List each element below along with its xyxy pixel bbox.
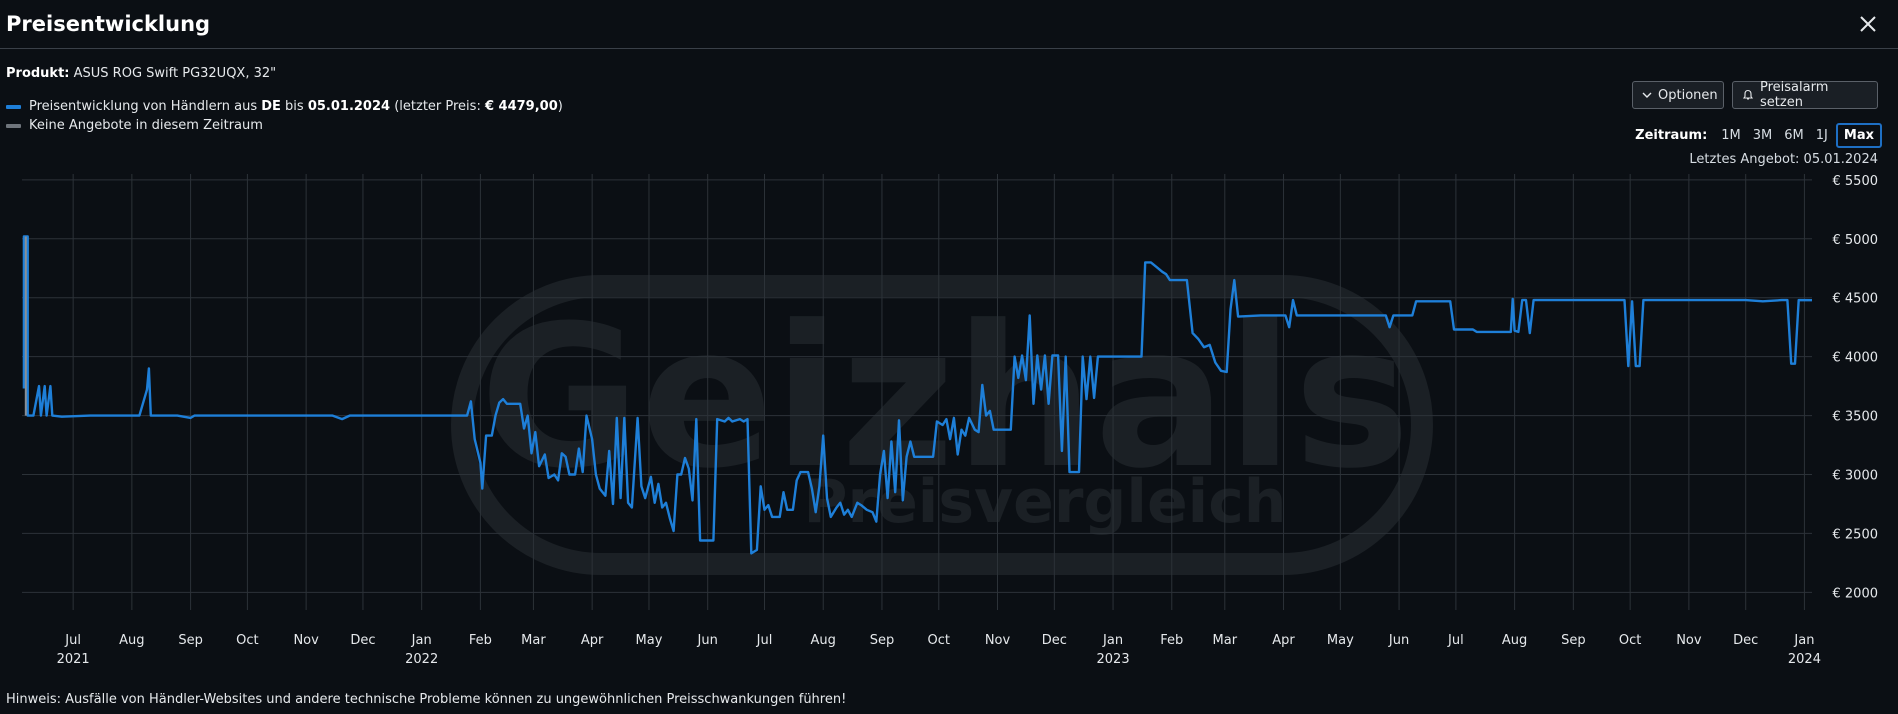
y-tick-label: € 3000	[1833, 468, 1879, 483]
range-6m[interactable]: 6M	[1784, 128, 1804, 143]
x-tick-label: Jun	[697, 633, 718, 648]
chart-legend: Preisentwicklung von Händlern aus DE bis…	[6, 97, 563, 135]
y-tick-label: € 2000	[1833, 586, 1879, 601]
legend-item-no-offer[interactable]: Keine Angebote in diesem Zeitraum	[6, 116, 563, 135]
x-tick-label: Dec	[1733, 633, 1758, 648]
product-info: Produkt: ASUS ROG Swift PG32UQX, 32"	[6, 66, 276, 81]
x-year-label: 2024	[1788, 652, 1821, 667]
x-year-label: 2023	[1097, 652, 1130, 667]
x-tick-label: Dec	[1042, 633, 1067, 648]
x-tick-label: Jan	[411, 633, 432, 648]
legend-label-price: Preisentwicklung von Händlern aus DE bis…	[29, 99, 563, 114]
x-tick-label: Apr	[581, 633, 604, 648]
x-tick-label: May	[636, 633, 663, 648]
watermark-tagline: Preisvergleich	[804, 467, 1287, 537]
y-axis-labels: € 2000 € 2500 € 3000 € 3500 € 4000 € 4500 € 50…	[1833, 174, 1879, 601]
x-tick-label: Jul	[64, 633, 81, 648]
range-1j[interactable]: 1J	[1815, 128, 1828, 143]
x-tick-label: Mar	[1213, 633, 1238, 648]
range-1m[interactable]: 1M	[1721, 128, 1741, 143]
bell-icon	[1742, 89, 1754, 101]
legend-item-price[interactable]: Preisentwicklung von Händlern aus DE bis…	[6, 97, 563, 116]
x-tick-label: Dec	[350, 633, 375, 648]
horizontal-gridlines	[22, 179, 1812, 593]
x-tick-label: Aug	[811, 633, 836, 648]
range-selector: Zeitraum: 1M 3M 6M 1J Max	[1635, 123, 1882, 148]
dialog-title: Preisentwicklung	[6, 12, 211, 36]
x-year-label: 2021	[57, 652, 90, 667]
x-tick-label: Jul	[1447, 633, 1464, 648]
y-tick-label: € 3500	[1833, 410, 1879, 425]
last-offer-date: Letztes Angebot: 05.01.2024	[1689, 152, 1878, 167]
x-tick-label: Jan	[1102, 633, 1123, 648]
legend-swatch-blue	[6, 104, 21, 109]
y-tick-label: € 5500	[1833, 174, 1879, 189]
product-label: Produkt:	[6, 66, 70, 81]
x-tick-label: Oct	[236, 633, 258, 648]
x-tick-label: Nov	[1676, 633, 1702, 648]
footer-hint: Hinweis: Ausfälle von Händler-Websites u…	[6, 692, 847, 707]
x-tick-label: Jun	[1388, 633, 1409, 648]
watermark-frame	[451, 275, 1433, 575]
x-axis-labels: Jul 2021 Aug Sep Oct Nov Dec Jan 2022 Feb Mar Apr Ma…	[57, 633, 1821, 667]
price-alarm-label: Preisalarm setzen	[1760, 80, 1829, 110]
y-tick-label: € 4000	[1833, 351, 1879, 366]
price-series-line	[22, 235, 1813, 555]
x-tick-label: Jan	[1793, 633, 1814, 648]
vertical-gridlines	[72, 174, 1805, 610]
close-icon[interactable]	[1856, 12, 1880, 36]
y-tick-label: € 2500	[1833, 527, 1879, 542]
x-tick-label: Feb	[1160, 633, 1183, 648]
options-button-label: Optionen	[1658, 87, 1718, 103]
range-3m[interactable]: 3M	[1752, 128, 1773, 143]
y-tick-label: € 5000	[1833, 233, 1879, 248]
options-button[interactable]: Optionen	[1632, 81, 1724, 109]
x-tick-label: Aug	[1502, 633, 1527, 648]
y-tick-label: € 4500	[1833, 292, 1879, 307]
x-tick-label: Oct	[928, 633, 950, 648]
x-tick-label: Aug	[119, 633, 144, 648]
x-tick-label: Sep	[1561, 633, 1586, 648]
product-name: ASUS ROG Swift PG32UQX, 32"	[73, 66, 277, 81]
x-tick-label: Sep	[870, 633, 895, 648]
x-tick-label: Nov	[985, 633, 1011, 648]
legend-swatch-gray	[6, 123, 21, 128]
dialog-header: Preisentwicklung	[0, 0, 1898, 49]
chevron-down-icon	[1642, 90, 1652, 100]
range-max[interactable]: Max	[1835, 123, 1882, 148]
x-year-label: 2022	[405, 652, 438, 667]
x-tick-label: Oct	[1619, 633, 1641, 648]
x-tick-label: Mar	[521, 633, 546, 648]
price-alarm-button[interactable]: Preisalarm setzen	[1732, 80, 1878, 110]
legend-label-no-offer: Keine Angebote in diesem Zeitraum	[29, 118, 263, 133]
x-tick-label: Feb	[469, 633, 492, 648]
range-label: Zeitraum:	[1635, 128, 1708, 143]
x-tick-label: Nov	[293, 633, 319, 648]
x-tick-label: May	[1327, 633, 1354, 648]
x-tick-label: Sep	[178, 633, 203, 648]
x-tick-label: Jul	[756, 633, 773, 648]
x-tick-label: Apr	[1272, 633, 1295, 648]
